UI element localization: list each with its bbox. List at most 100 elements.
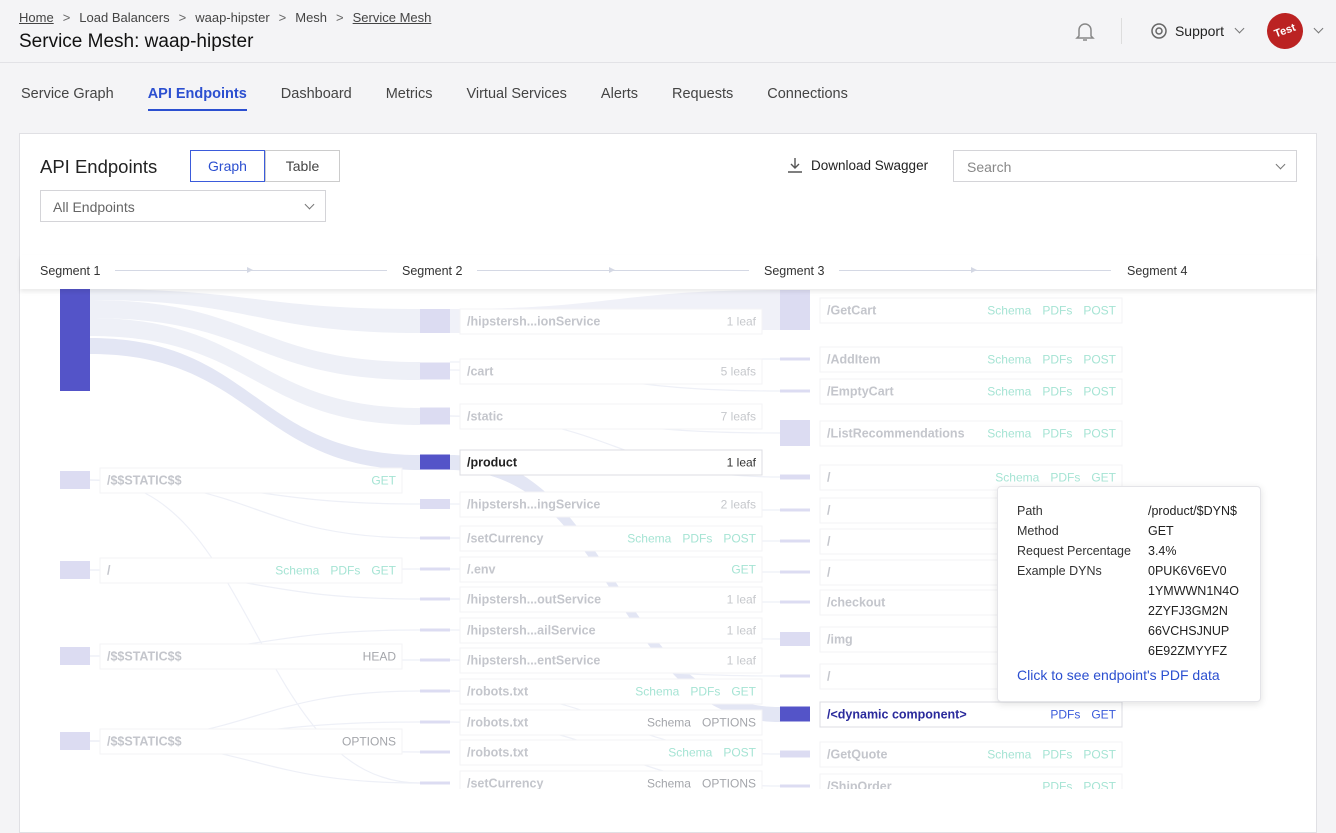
download-swagger[interactable]: Download Swagger <box>787 157 928 173</box>
endpoint-node[interactable]: /.env GET <box>420 556 763 583</box>
tooltip-row: 6E92ZMYYFZ <box>1017 641 1241 661</box>
link <box>90 318 420 425</box>
tooltip-key: Request Percentage <box>1017 544 1131 558</box>
node-row <box>99 728 403 755</box>
node-tag: Schema <box>987 748 1031 762</box>
node-row <box>819 741 1123 768</box>
tab[interactable]: Dashboard <box>280 86 352 102</box>
node-row <box>459 586 763 613</box>
view-button[interactable]: Table <box>265 150 340 182</box>
caret <box>1234 23 1245 33</box>
tooltip-value: 0PUK6V6EV0 <box>1148 564 1227 578</box>
node-row <box>459 678 763 705</box>
tooltip-row: Method GET <box>1017 521 1241 541</box>
crumb[interactable]: Load Balancers <box>79 10 170 25</box>
node-label: /product <box>467 456 518 470</box>
endpoint-node[interactable]: /hipstersh...ionService 1 leaf <box>420 308 763 335</box>
node-label: /GetQuote <box>827 748 887 762</box>
node-row <box>459 739 763 766</box>
endpoint-node[interactable]: /robots.txt OPTIONS Schema <box>420 709 763 736</box>
endpoint-node[interactable]: /hipstersh...outService 1 leaf <box>420 586 763 613</box>
endpoint-node[interactable]: /hipstersh...ingService 2 leafs <box>420 491 763 518</box>
node-row <box>99 557 403 584</box>
filter[interactable]: All Endpoints <box>40 190 326 222</box>
endpoint-node[interactable]: /$$STATIC$$ GET <box>60 467 403 494</box>
bell-icon[interactable] <box>1073 19 1097 43</box>
tab[interactable]: Alerts <box>600 86 638 102</box>
endpoint-node[interactable]: /cart 5 leafs <box>420 358 763 385</box>
endpoint-node[interactable]: /GetCart POST PDFs Schema <box>780 290 1123 330</box>
node-tag: POST <box>1083 780 1116 790</box>
endpoint-node[interactable]: /<dynamic component> GET PDFs <box>780 701 1123 728</box>
arrow-head <box>609 267 615 273</box>
pdf-link[interactable]: Click to see endpoint's PDF data <box>1017 667 1220 683</box>
tab[interactable]: Virtual Services <box>466 86 567 102</box>
node-label: /$$STATIC$$ <box>107 474 182 488</box>
node-tag: POST <box>723 746 756 760</box>
tooltip-value: 66VCHSJNUP <box>1148 624 1230 638</box>
segment-label: Segment 2 <box>402 264 463 278</box>
tab[interactable]: Connections <box>767 86 848 102</box>
view-button[interactable]: Graph <box>190 150 265 182</box>
endpoint-node[interactable]: / GET PDFs Schema <box>780 464 1123 491</box>
link <box>90 300 420 380</box>
tooltip-key: Method <box>1017 524 1059 538</box>
endpoint-node[interactable]: /AddItem POST PDFs Schema <box>780 346 1123 373</box>
endpoint-node[interactable]: /$$STATIC$$ HEAD <box>60 643 403 670</box>
segment-label: Segment 4 <box>1127 264 1188 278</box>
node-tag: POST <box>1083 427 1116 441</box>
node-tag: POST <box>1083 353 1116 367</box>
endpoint-node[interactable] <box>60 289 90 391</box>
endpoint-node[interactable]: /static 7 leafs <box>420 403 763 430</box>
endpoint-node[interactable]: /ListRecommendations POST PDFs Schema <box>780 420 1123 447</box>
segment-label: Segment 1 <box>40 264 101 278</box>
node-row <box>819 464 1123 491</box>
node-box <box>780 632 810 646</box>
node-tag: HEAD <box>363 650 397 664</box>
crumb[interactable]: Service Mesh <box>352 10 432 25</box>
tab[interactable]: Service Graph <box>21 86 114 102</box>
node-tag: 1 leaf <box>727 624 757 638</box>
endpoint-node[interactable]: /robots.txt POST Schema <box>420 739 763 766</box>
endpoint-node[interactable]: /hipstersh...ailService 1 leaf <box>420 617 763 644</box>
avatar[interactable]: Test <box>1261 7 1309 55</box>
endpoint-node[interactable]: /hipstersh...entService 1 leaf <box>420 647 763 674</box>
tooltip-key <box>1017 621 1148 641</box>
node-label: /img <box>827 633 853 647</box>
tab[interactable]: API Endpoints <box>147 86 247 111</box>
endpoint-node[interactable]: /product 1 leaf <box>420 449 763 476</box>
endpoint-node[interactable]: /setCurrency OPTIONS Schema <box>420 770 763 789</box>
support[interactable]: Support <box>1174 23 1224 39</box>
endpoint-node[interactable]: /setCurrency POST PDFs Schema <box>420 525 763 552</box>
node-row <box>459 617 763 644</box>
crumb[interactable]: Mesh <box>295 10 328 25</box>
endpoint-node[interactable]: /ShipOrder POST PDFs <box>780 773 1123 790</box>
endpoint-node[interactable]: / GET PDFs Schema <box>60 557 403 584</box>
tab[interactable]: Metrics <box>385 86 433 102</box>
node-row <box>459 449 763 476</box>
endpoint-node[interactable]: /GetQuote POST PDFs Schema <box>780 741 1123 768</box>
search[interactable]: Search <box>953 150 1297 182</box>
endpoint-node[interactable]: /robots.txt GET PDFs Schema <box>420 678 763 705</box>
separator: > <box>336 10 344 25</box>
tooltip-value: 6E92ZMYYFZ <box>1148 644 1228 658</box>
node-label: /robots.txt <box>467 746 529 760</box>
node-tag: 1 leaf <box>727 654 757 668</box>
tab[interactable]: Requests <box>672 86 734 102</box>
node-tag: Schema <box>987 385 1031 399</box>
tooltip-value: GET <box>1148 524 1174 538</box>
node-tag: GET <box>731 685 756 699</box>
node-tag: PDFs <box>1042 304 1072 318</box>
node-tag: POST <box>1083 385 1116 399</box>
endpoint-node[interactable]: /$$STATIC$$ OPTIONS <box>60 728 403 755</box>
node-tag: OPTIONS <box>702 716 756 730</box>
node-row <box>819 346 1123 373</box>
node-box <box>780 570 810 574</box>
node-row <box>99 467 403 494</box>
crumb[interactable]: Home <box>19 10 54 25</box>
endpoint-node[interactable]: /EmptyCart POST PDFs Schema <box>780 378 1123 405</box>
crumb[interactable]: waap-hipster <box>195 10 270 25</box>
tooltip-value: 2ZYFJ3GM2N <box>1148 604 1228 618</box>
node-tag: PDFs <box>690 685 720 699</box>
node-tag: GET <box>1091 708 1116 722</box>
